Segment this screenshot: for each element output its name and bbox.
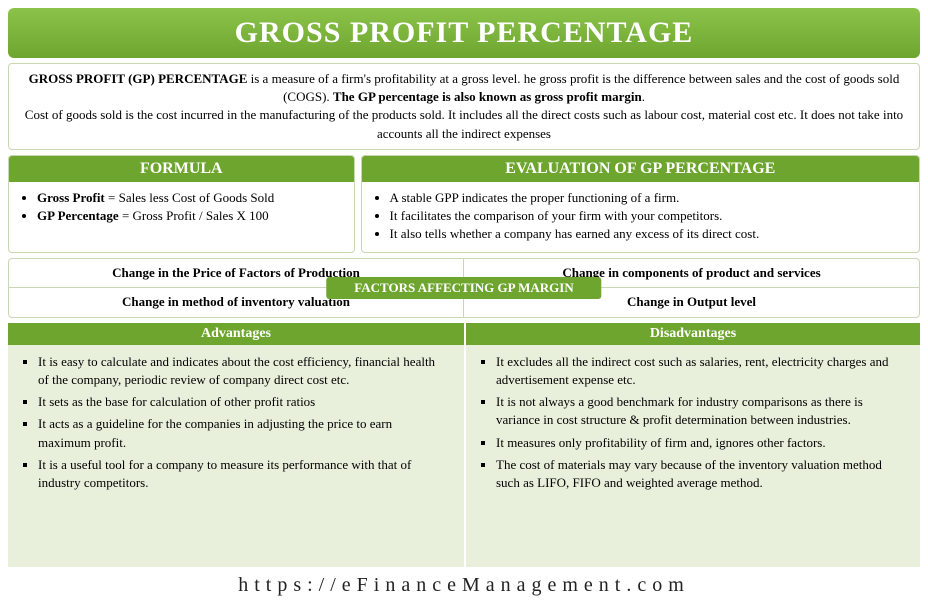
formula-item: Gross Profit = Sales less Cost of Goods … — [37, 190, 340, 206]
advantages-column: Advantages It is easy to calculate and i… — [8, 323, 464, 567]
advantage-item: It acts as a guideline for the companies… — [38, 415, 448, 451]
factors-badge: FACTORS AFFECTING GP MARGIN — [326, 277, 601, 299]
evaluation-item: A stable GPP indicates the proper functi… — [390, 190, 905, 206]
formula-item: GP Percentage = Gross Profit / Sales X 1… — [37, 208, 340, 224]
disadvantages-column: Disadvantages It excludes all the indire… — [464, 323, 920, 567]
evaluation-item: It facilitates the comparison of your fi… — [390, 208, 905, 224]
disadvantages-header: Disadvantages — [464, 323, 920, 345]
evaluation-body: A stable GPP indicates the proper functi… — [362, 182, 919, 252]
formula-box: FORMULA Gross Profit = Sales less Cost o… — [8, 155, 355, 253]
adv-dis-row: Advantages It is easy to calculate and i… — [8, 323, 920, 567]
definition-box: GROSS PROFIT (GP) PERCENTAGE is a measur… — [8, 63, 920, 150]
disadvantage-item: It is not always a good benchmark for in… — [496, 393, 904, 429]
advantages-body: It is easy to calculate and indicates ab… — [8, 345, 464, 567]
factors-box: Change in the Price of Factors of Produc… — [8, 258, 920, 318]
disadvantage-item: It measures only profitability of firm a… — [496, 434, 904, 452]
formula-body: Gross Profit = Sales less Cost of Goods … — [9, 182, 354, 234]
evaluation-header: EVALUATION OF GP PERCENTAGE — [362, 156, 919, 182]
advantage-item: It is a useful tool for a company to mea… — [38, 456, 448, 492]
advantage-item: It is easy to calculate and indicates ab… — [38, 353, 448, 389]
disadvantage-item: The cost of materials may vary because o… — [496, 456, 904, 492]
advantage-item: It sets as the base for calculation of o… — [38, 393, 448, 411]
definition-emphasis: The GP percentage is also known as gross… — [333, 89, 642, 104]
advantages-header: Advantages — [8, 323, 464, 345]
definition-lead-bold: GROSS PROFIT (GP) PERCENTAGE — [29, 71, 248, 86]
disadvantages-body: It excludes all the indirect cost such a… — [464, 345, 920, 567]
evaluation-box: EVALUATION OF GP PERCENTAGE A stable GPP… — [361, 155, 920, 253]
main-title: GROSS PROFIT PERCENTAGE — [8, 8, 920, 58]
definition-tail: Cost of goods sold is the cost incurred … — [25, 107, 903, 140]
formula-evaluation-row: FORMULA Gross Profit = Sales less Cost o… — [8, 155, 920, 253]
disadvantage-item: It excludes all the indirect cost such a… — [496, 353, 904, 389]
formula-header: FORMULA — [9, 156, 354, 182]
footer-url: https://eFinanceManagement.com — [8, 572, 920, 597]
evaluation-item: It also tells whether a company has earn… — [390, 226, 905, 242]
infographic-container: GROSS PROFIT PERCENTAGE GROSS PROFIT (GP… — [8, 8, 920, 597]
